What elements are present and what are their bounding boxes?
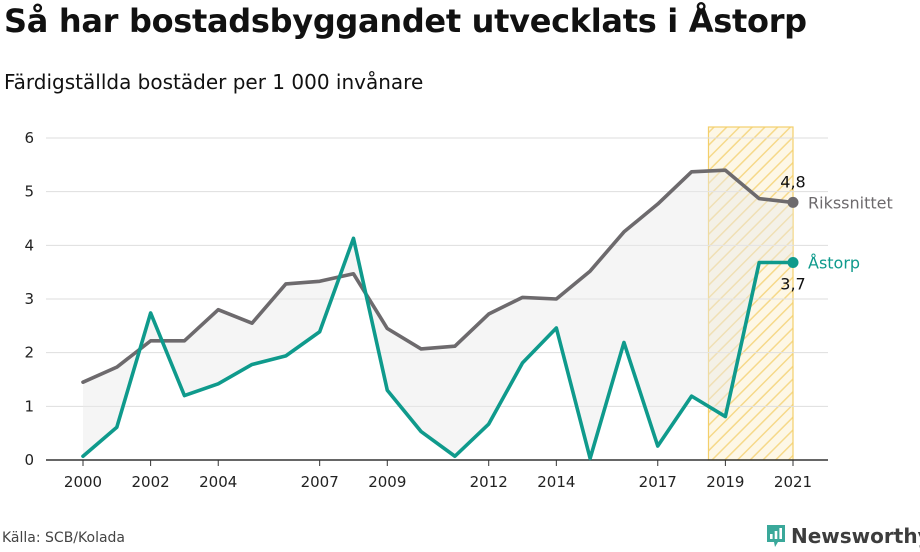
y-tick-label: 1 xyxy=(24,397,34,415)
y-tick-label: 2 xyxy=(24,344,34,362)
x-tick-label: 2002 xyxy=(132,473,170,491)
y-tick-label: 4 xyxy=(24,236,34,254)
series-name-label-1: Åstorp xyxy=(808,254,860,273)
x-tick-label: 2009 xyxy=(368,473,406,491)
y-tick-label: 0 xyxy=(24,451,34,469)
source-note: Källa: SCB/Kolada xyxy=(2,530,126,546)
series-line-0 xyxy=(81,168,795,384)
gap-fill-area xyxy=(83,170,793,459)
series-line-1 xyxy=(81,236,795,461)
series-lines xyxy=(81,168,799,461)
line-chart: 0 1 2 3 4 5 6 2000 2002 2004 2007 2009 2012 2014 2017… xyxy=(24,126,893,491)
y-tick-label: 5 xyxy=(24,183,34,201)
x-tick-label: 2004 xyxy=(199,473,237,491)
brand-logo: Newsworthy xyxy=(765,520,920,552)
x-tick-label: 2007 xyxy=(301,473,339,491)
x-tick-label: 2012 xyxy=(470,473,508,491)
series-end-value-1: 3,7 xyxy=(780,275,805,294)
x-axis-ticks: 2000 2002 2004 2007 2009 2012 2014 2017 2019 2021 xyxy=(64,460,812,491)
x-tick-label: 2021 xyxy=(774,473,812,491)
gap-fill xyxy=(83,170,793,459)
chart-title: Så har bostadsbyggandet utvecklats i Åst… xyxy=(4,2,807,40)
gridlines xyxy=(46,137,828,461)
y-tick-label: 3 xyxy=(24,290,34,308)
newsworthy-logo-icon xyxy=(767,525,785,547)
series-name-label-0: Rikssnittet xyxy=(808,193,893,212)
x-tick-label: 2017 xyxy=(639,473,677,491)
brand-name: Newsworthy xyxy=(791,524,920,548)
series-end-point-0 xyxy=(787,196,799,208)
chart-subtitle: Färdigställda bostäder per 1 000 invånar… xyxy=(4,70,424,94)
series-end-point-1 xyxy=(787,257,799,269)
x-tick-label: 2000 xyxy=(64,473,102,491)
x-tick-label: 2019 xyxy=(706,473,744,491)
y-axis-ticks: 0 1 2 3 4 5 6 xyxy=(24,129,34,469)
y-tick-label: 6 xyxy=(24,129,34,147)
series-end-value-0: 4,8 xyxy=(780,172,805,191)
x-tick-label: 2014 xyxy=(537,473,575,491)
